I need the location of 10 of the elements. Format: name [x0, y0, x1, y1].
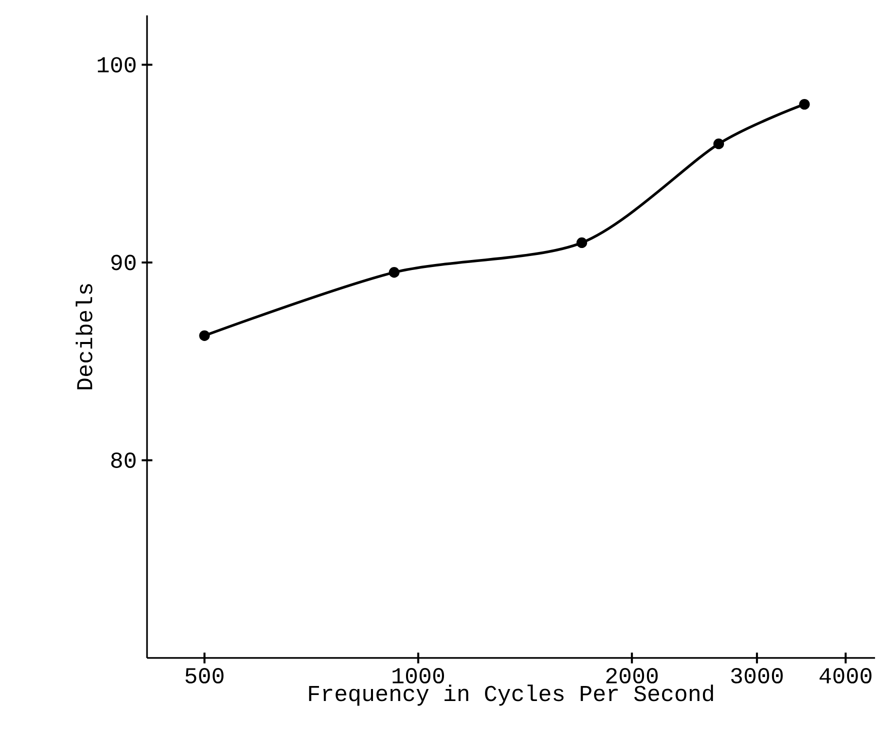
x-tick-label: 3000	[731, 668, 783, 684]
y-tick-label: 80	[111, 452, 136, 468]
x-tick-label: 500	[186, 668, 224, 684]
x-axis-title: Frequency in Cycles Per Second	[309, 684, 713, 706]
y-tick-label: 90	[111, 254, 136, 270]
x-tick-label: 1000	[392, 668, 444, 684]
y-tick-label: 100	[98, 57, 136, 72]
y-axis-title: Decibels	[76, 284, 92, 390]
x-tick-label: 2000	[606, 668, 658, 684]
x-tick-label: 4000	[820, 668, 872, 684]
